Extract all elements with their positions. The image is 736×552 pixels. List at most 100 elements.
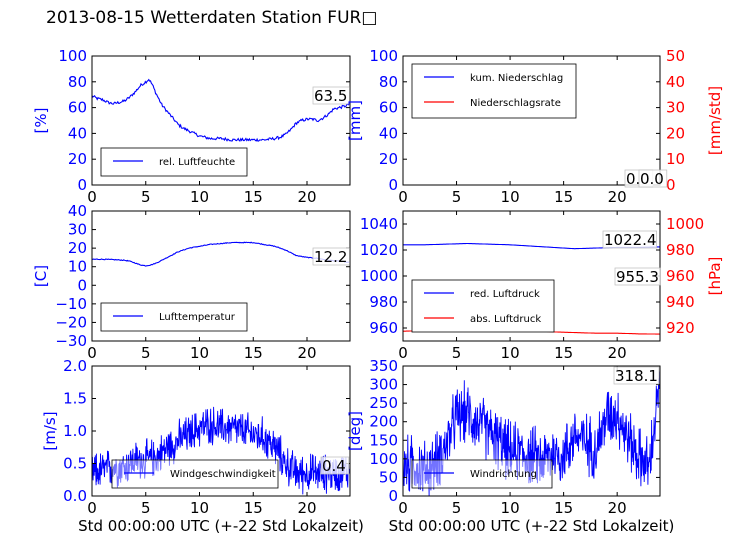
y-tick-label: 960 [369, 319, 398, 337]
legend-box [100, 302, 248, 332]
current-value-box [614, 267, 661, 286]
plot-frame [91, 210, 351, 342]
y-axis-label: [C] [32, 265, 50, 287]
x-tick-label: 20 [608, 188, 627, 206]
y-right-tick-label: 960 [666, 267, 695, 285]
y-axis-label: [mm] [346, 100, 364, 141]
page-title: 2013-08-15 Wetterdaten Station FUR□ [46, 8, 378, 28]
y-tick-label: 150 [369, 431, 398, 449]
x-tick-label: 10 [190, 499, 209, 517]
legend: Windrichtung [411, 459, 553, 489]
y-tick-label: 980 [369, 293, 398, 311]
x-tick-label: 15 [554, 344, 573, 362]
plot-frame [91, 55, 351, 186]
x-tick-label: 15 [554, 188, 573, 206]
x-tick-label: 5 [452, 499, 462, 517]
y-right-tick-label: 30 [666, 99, 685, 117]
y-tick-label: 350 [369, 357, 398, 375]
y-right-tick-label: 0 [666, 176, 676, 194]
y-tick-label: 30 [68, 221, 87, 239]
panel-temp: 0 5 10 15 20−30−20−10010203040[C]Lufttempera… [32, 202, 351, 362]
current-value-box [602, 230, 657, 249]
y-tick-label: 0.5 [63, 455, 87, 473]
y-tick-label: −10 [55, 295, 87, 313]
y-right-tick-label: 920 [666, 319, 695, 337]
panel-precip: 0 5 10 15 20 0 20 40 60 80 100 0 10 20 30 40 50 [mm] [mm/s… [346, 47, 724, 206]
current-value-label: 955.3 [616, 268, 659, 286]
x-axis-label: Std 00:00:00 UTC (+-22 Std Lokalzeit) [78, 517, 364, 535]
legend: kum. Niederschlag Niederschlagsrate [411, 63, 577, 119]
y-tick-label: 1000 [360, 267, 398, 285]
x-axis-label: Std 00:00:00 UTC (+-22 Std Lokalzeit) [389, 517, 675, 535]
y-right-axis-label: [mm/std] [706, 86, 724, 155]
y-tick-label: 1.0 [63, 422, 87, 440]
x-tick-label: 0 [398, 188, 408, 206]
x-tick-label: 5 [141, 499, 151, 517]
y-tick-label: 1020 [360, 241, 398, 259]
y-tick-label: 250 [369, 394, 398, 412]
panel-pressure: 0 5 10 15 20 960 980 1000 1020 1040 920 940 960 980 10… [360, 210, 724, 362]
legend-label: rel. Luftfeuchte [159, 157, 235, 168]
current-value-box [312, 247, 350, 266]
current-value-box [613, 366, 660, 385]
x-tick-label: 5 [452, 188, 462, 206]
plot-frame [402, 365, 661, 497]
y-tick-label: 100 [58, 47, 87, 65]
y-right-tick-label: 1000 [666, 215, 704, 233]
legend: Windgeschwindigkeit [111, 459, 279, 489]
x-tick-label: 20 [297, 344, 316, 362]
series-line-wind-0 [92, 406, 350, 495]
legend-box [111, 459, 279, 489]
legend-box [100, 147, 248, 177]
x-tick-label: 0 [398, 499, 408, 517]
x-tick-label: 10 [501, 344, 520, 362]
y-right-tick-label: 10 [666, 150, 685, 168]
y-axis-label: [deg] [346, 411, 364, 451]
panel-humidity: 0 5 10 15 20 0 20 40 60 80 100 [%] rel. Luftfeuchte 6… [32, 47, 351, 206]
y-tick-label: 1.5 [63, 390, 87, 408]
legend-label: kum. Niederschlag [470, 73, 563, 84]
x-tick-label: 5 [141, 344, 151, 362]
x-tick-label: 15 [244, 188, 263, 206]
legend-label: Niederschlagsrate [470, 98, 561, 109]
y-tick-label: 60 [68, 99, 87, 117]
y-axis-label: [m/s] [41, 411, 59, 450]
y-tick-label: 80 [68, 73, 87, 91]
x-tick-label: 10 [501, 499, 520, 517]
x-tick-label: 20 [297, 188, 316, 206]
legend: Lufttemperatur [100, 302, 248, 332]
y-tick-label: 1040 [360, 215, 398, 233]
x-tick-label: 5 [141, 188, 151, 206]
current-value-label: 63.5 [314, 87, 347, 105]
y-tick-label: 100 [369, 47, 398, 65]
y-tick-label: 200 [369, 413, 398, 431]
current-value-label: 12.2 [314, 248, 347, 266]
y-tick-label: 20 [68, 150, 87, 168]
y-tick-label: 20 [68, 239, 87, 257]
y-right-tick-label: 20 [666, 124, 685, 142]
x-tick-label: 15 [554, 499, 573, 517]
y-right-tick-label: 50 [666, 47, 685, 65]
y-tick-label: 0 [388, 176, 398, 194]
legend-label: red. Luftdruck [470, 289, 540, 300]
y-tick-label: 0 [388, 487, 398, 505]
y-tick-label: 60 [379, 99, 398, 117]
y-tick-label: 100 [369, 450, 398, 468]
legend: red. Luftdruck abs. Luftdruck [411, 279, 555, 333]
y-tick-label: 2.0 [63, 357, 87, 375]
x-tick-label: 0 [87, 188, 97, 206]
legend-box [411, 279, 555, 333]
y-tick-label: 20 [379, 150, 398, 168]
y-tick-label: 10 [68, 258, 87, 276]
y-right-axis-label: [hPa] [706, 257, 724, 296]
series-line-direction-0 [403, 371, 660, 496]
x-tick-label: 20 [297, 499, 316, 517]
current-value-box [638, 169, 668, 188]
y-right-tick-label: 940 [666, 293, 695, 311]
legend: rel. Luftfeuchte [100, 147, 248, 177]
y-tick-label: 80 [379, 73, 398, 91]
y-tick-label: −30 [55, 332, 87, 350]
y-tick-label: 0 [77, 176, 87, 194]
x-tick-label: 15 [244, 344, 263, 362]
